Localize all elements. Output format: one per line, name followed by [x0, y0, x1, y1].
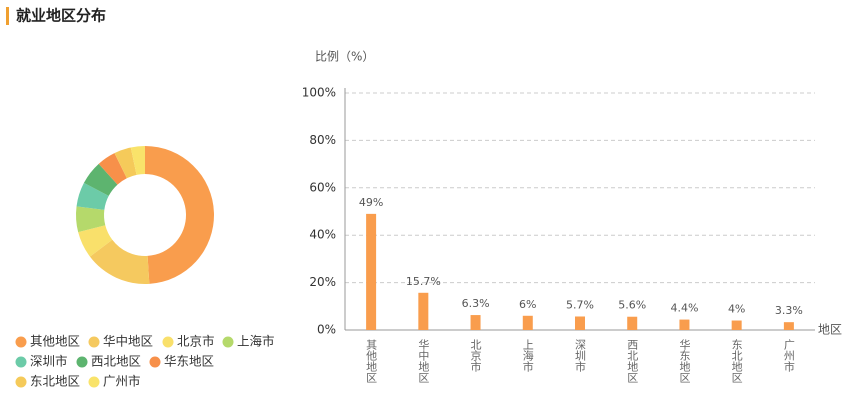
value-label: 6.3%	[462, 297, 490, 310]
bar	[783, 322, 794, 330]
bar	[366, 213, 377, 330]
legend-swatch	[15, 376, 27, 388]
bar	[418, 292, 429, 330]
donut-slice	[76, 206, 106, 233]
value-label: 4%	[728, 303, 745, 316]
legend-swatch	[162, 336, 174, 348]
value-label: 4.4%	[670, 302, 698, 315]
legend-label: 华中地区	[103, 334, 153, 349]
legend-swatch	[15, 336, 27, 348]
donut-slice	[114, 147, 137, 179]
donut-slice	[78, 225, 113, 257]
donut-slice	[145, 145, 215, 284]
legend-swatch	[76, 356, 88, 368]
donut-slice	[83, 163, 118, 196]
legend-label: 东北地区	[30, 374, 80, 389]
value-label: 15.7%	[406, 275, 441, 288]
legend-swatch	[222, 336, 234, 348]
x-tick-label: 其他地区	[365, 339, 378, 383]
value-label: 49%	[359, 196, 383, 209]
value-label: 3.3%	[775, 304, 803, 317]
bar	[522, 315, 533, 330]
legend-label: 西北地区	[91, 354, 141, 369]
legend-swatch	[88, 376, 100, 388]
legend-label: 深圳市	[30, 354, 68, 369]
legend-label: 其他地区	[30, 334, 80, 349]
legend-swatch	[15, 356, 27, 368]
section-title: 就业地区分布	[16, 7, 106, 25]
donut-slice	[76, 182, 109, 210]
legend-label: 广州市	[103, 374, 141, 389]
x-tick-label: 广州市	[782, 339, 795, 373]
donut-slice	[130, 146, 145, 175]
bar	[679, 319, 690, 330]
x-tick-label: 北京市	[469, 339, 482, 373]
legend-label: 华东地区	[164, 354, 214, 369]
value-label: 5.7%	[566, 298, 594, 311]
y-tick-label: 20%	[309, 275, 336, 289]
value-label: 5.6%	[618, 299, 646, 312]
x-tick-label: 深圳市	[574, 339, 587, 373]
bar	[731, 320, 742, 330]
legend-swatch	[149, 356, 161, 368]
donut-slice	[98, 153, 127, 185]
x-tick-label: 华中地区	[417, 338, 430, 383]
x-tick-label: 华东地区	[678, 338, 691, 383]
x-tick-label: 东北地区	[730, 339, 743, 383]
bar	[575, 316, 585, 330]
y-tick-label: 60%	[309, 180, 336, 194]
title-accent	[6, 7, 9, 25]
bar	[627, 316, 638, 330]
y-tick-label: 40%	[309, 228, 336, 242]
x-axis-title: 地区	[818, 323, 842, 337]
donut-slice	[89, 239, 150, 284]
legend-swatch	[88, 336, 100, 348]
y-tick-label: 100%	[302, 86, 336, 100]
legend-label: 上海市	[237, 334, 275, 349]
legend-label: 北京市	[177, 334, 215, 349]
x-tick-label: 上海市	[521, 339, 534, 373]
bar	[470, 315, 481, 330]
y-tick-label: 0%	[317, 323, 336, 337]
y-axis-title: 比例（%）	[315, 50, 374, 64]
x-tick-label: 西北地区	[626, 339, 639, 383]
y-tick-label: 80%	[309, 133, 336, 147]
value-label: 6%	[519, 298, 536, 311]
